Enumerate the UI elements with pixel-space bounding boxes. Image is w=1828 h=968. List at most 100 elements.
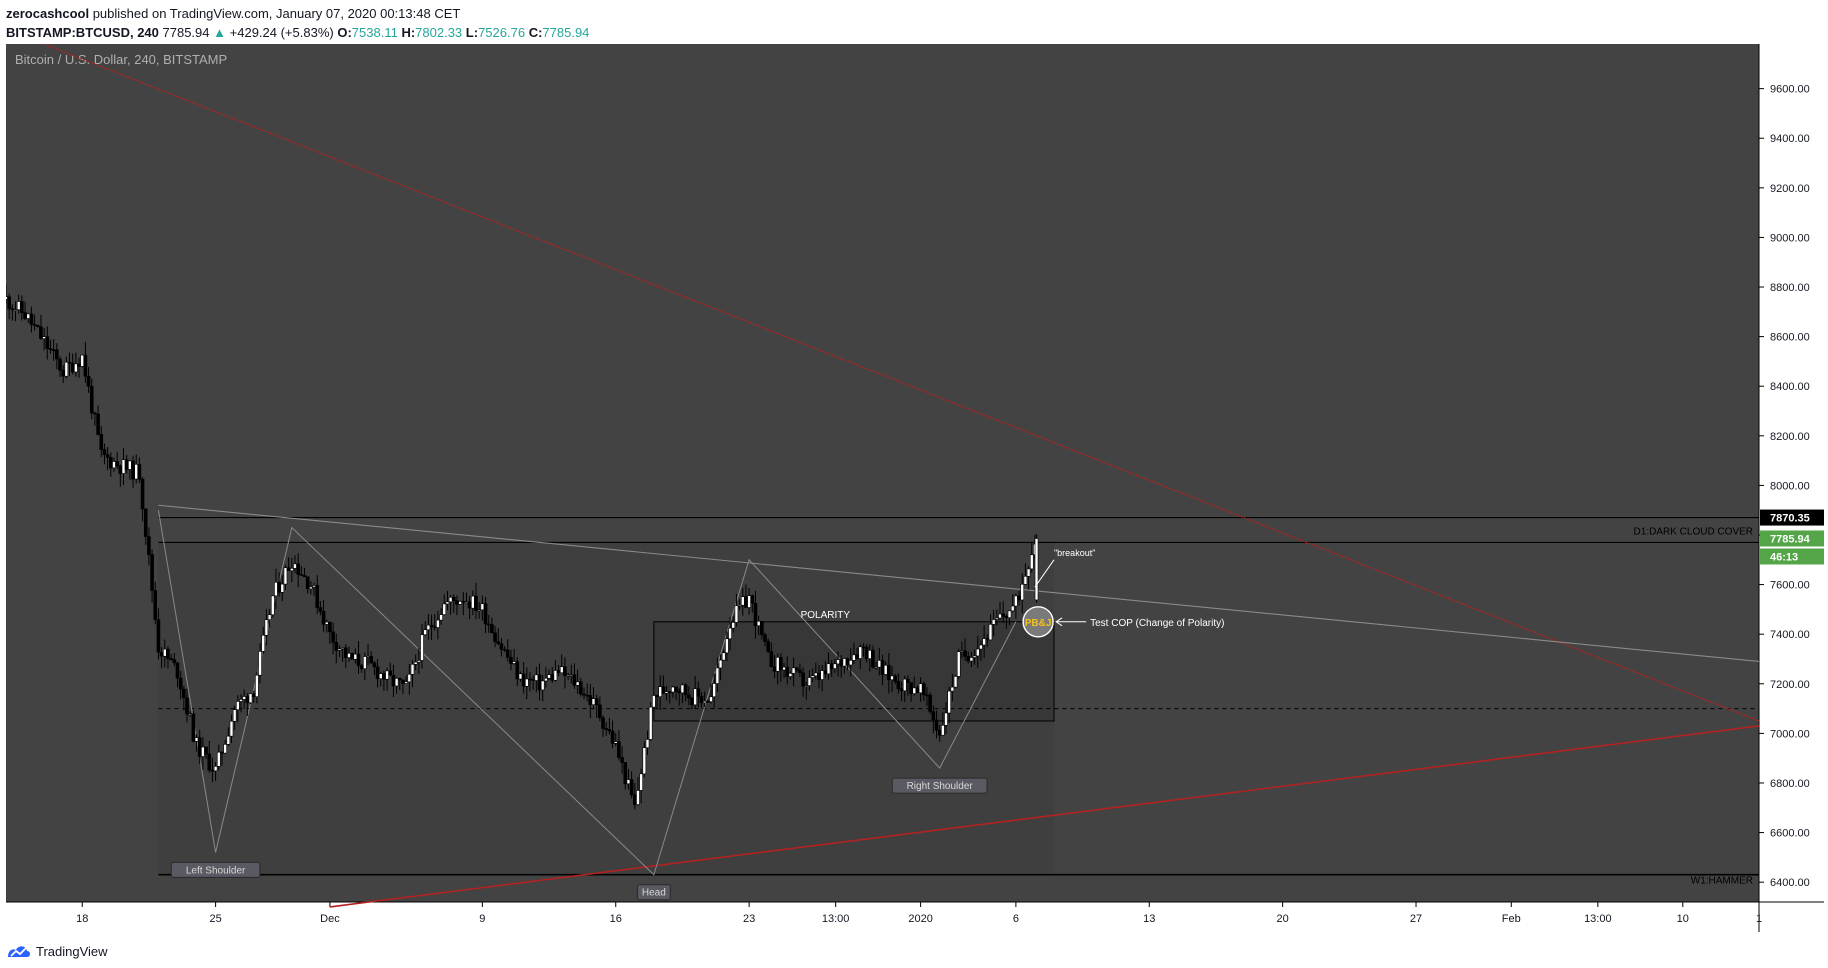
candle-body xyxy=(801,672,805,687)
time-tick-label: Dec xyxy=(320,913,340,925)
head-shoulders-outline xyxy=(157,510,1017,876)
candle-body xyxy=(175,662,180,679)
candle-body xyxy=(89,386,94,414)
low-label: L: xyxy=(465,25,479,40)
candle-body xyxy=(261,634,266,652)
candle-body xyxy=(661,686,666,694)
candle-body xyxy=(991,619,996,625)
candle-body xyxy=(270,595,275,616)
up-arrow-icon: ▲ xyxy=(213,25,227,40)
candle-body xyxy=(848,660,853,666)
candle-body xyxy=(775,657,780,672)
candle-body xyxy=(960,650,964,653)
candle-body xyxy=(420,634,424,661)
candle-body xyxy=(947,690,951,714)
candle-body xyxy=(750,595,755,604)
chart-canvas[interactable]: Bitcoin / U.S. Dollar, 240, BITSTAMP 6400… xyxy=(6,44,1824,932)
last-price: 7785.94 xyxy=(162,25,210,40)
candle-body xyxy=(210,769,215,772)
footer-brand[interactable]: TradingView xyxy=(36,943,108,959)
level-price-badge: 7870.35 xyxy=(1770,513,1810,525)
candle-body xyxy=(718,659,723,669)
candle-body xyxy=(852,654,856,661)
candle-body xyxy=(318,607,323,612)
candle-body xyxy=(648,706,653,740)
candle-body xyxy=(16,301,21,310)
candle-body xyxy=(829,663,834,669)
close-label: C: xyxy=(528,25,543,40)
chart-title: Bitcoin / U.S. Dollar, 240, BITSTAMP xyxy=(15,52,227,67)
candle-body xyxy=(131,460,135,480)
candle-body xyxy=(632,794,637,805)
change-value: +429.24 (+5.83%) xyxy=(229,25,334,40)
price-tick-label: 6800.00 xyxy=(1770,778,1810,790)
candle-body xyxy=(391,674,396,687)
candle-body xyxy=(216,751,221,767)
candle-body xyxy=(617,741,621,758)
candle-body xyxy=(429,624,434,628)
candle-body xyxy=(1014,595,1018,607)
candle-body xyxy=(858,646,863,659)
time-tick-label: 23 xyxy=(743,913,755,925)
candle-body xyxy=(302,575,307,578)
time-tick-label: 13:00 xyxy=(822,913,850,925)
countdown-badge-box xyxy=(1760,548,1824,565)
publish-line: zerocashcool published on TradingView.co… xyxy=(6,4,589,23)
candle-body xyxy=(337,648,342,651)
candle-body xyxy=(683,684,688,696)
candle-body xyxy=(782,666,786,671)
price-tick-label: 6400.00 xyxy=(1770,877,1810,889)
candle-body xyxy=(350,653,354,660)
candle-body xyxy=(887,664,891,681)
tradingview-logo-icon[interactable] xyxy=(6,943,32,959)
plot-background xyxy=(6,44,1759,902)
candle-body xyxy=(404,681,408,684)
candle-body xyxy=(363,656,367,670)
candle-body xyxy=(582,693,586,696)
candle-body xyxy=(80,354,85,367)
price-tick-label: 6600.00 xyxy=(1770,828,1810,840)
candle-body xyxy=(439,614,443,621)
candle-body xyxy=(86,375,91,387)
candle-body xyxy=(1004,616,1009,618)
candle-body xyxy=(563,666,567,676)
candle-body xyxy=(591,698,596,706)
candle-body xyxy=(763,634,767,642)
high-value: 7802.33 xyxy=(415,25,463,40)
candle-body xyxy=(950,686,955,692)
candle-body xyxy=(874,666,878,669)
candle-body xyxy=(121,459,126,474)
candle-body xyxy=(61,369,65,377)
candle-body xyxy=(817,672,821,680)
candle-body xyxy=(610,730,615,744)
candle-body xyxy=(515,661,520,680)
candle-body xyxy=(140,478,145,510)
candle-body xyxy=(58,358,62,371)
candle-body xyxy=(42,336,46,339)
candle-body xyxy=(274,581,278,597)
price-tick-label: 7000.00 xyxy=(1770,728,1810,740)
chart-area[interactable]: Bitcoin / U.S. Dollar, 240, BITSTAMP 6400… xyxy=(6,44,1824,932)
candle-body xyxy=(944,712,948,726)
candle-body xyxy=(814,672,818,677)
candle-body xyxy=(267,614,272,620)
candle-body xyxy=(293,563,297,569)
candle-body xyxy=(709,696,713,702)
price-tick-label: 9600.00 xyxy=(1770,84,1810,96)
candle-body xyxy=(509,656,513,664)
candle-body xyxy=(134,464,139,480)
candle-body xyxy=(744,596,748,608)
candle-body xyxy=(359,665,364,670)
candle-body xyxy=(528,678,532,681)
candle-body xyxy=(39,326,43,339)
candle-body xyxy=(213,766,218,772)
candle-body xyxy=(731,622,736,629)
candle-body xyxy=(324,621,329,625)
candle-body xyxy=(658,686,662,697)
author-link[interactable]: zerocashcool xyxy=(6,6,90,21)
candle-body xyxy=(490,624,494,634)
candle-body xyxy=(64,361,69,377)
candle-body xyxy=(1001,613,1005,617)
candle-body xyxy=(998,613,1002,619)
candle-body xyxy=(312,585,316,588)
